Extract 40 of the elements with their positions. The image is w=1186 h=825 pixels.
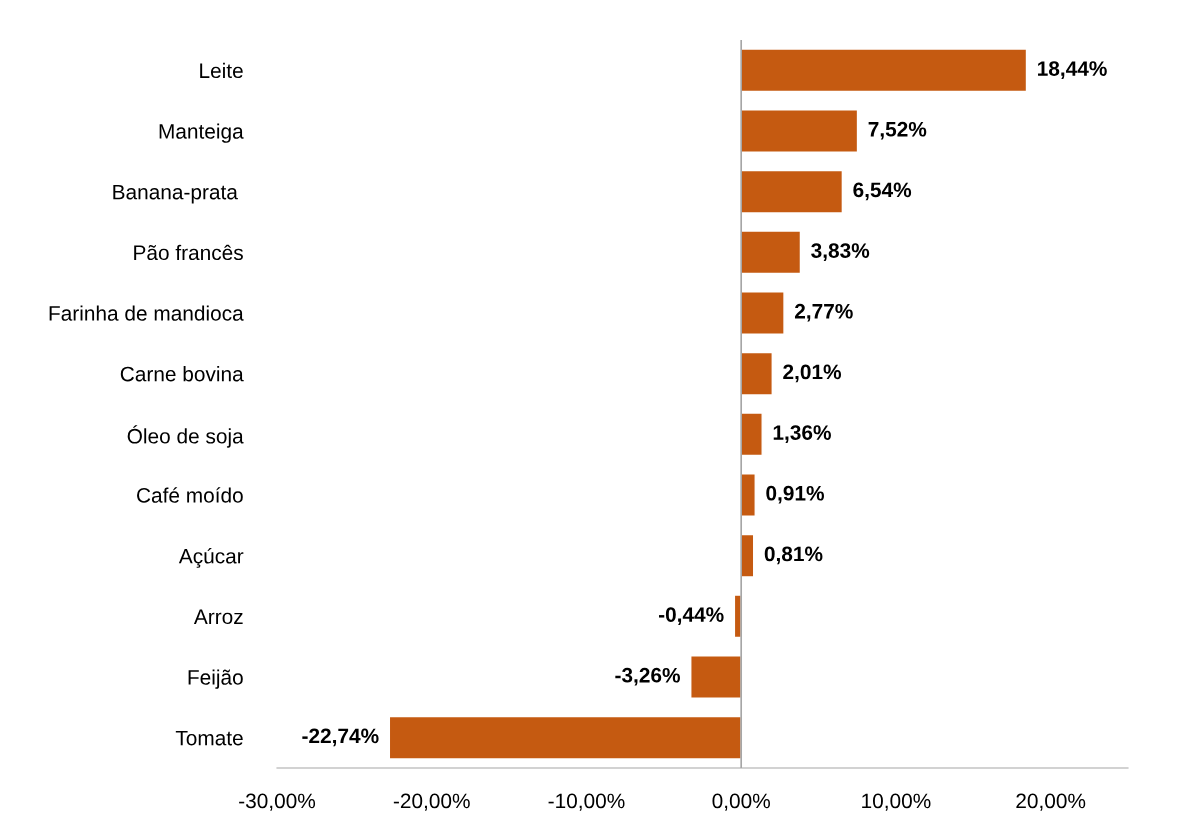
y-tick-label: Café moído: [137, 487, 243, 503]
y-tick-label: Tomate: [175, 730, 243, 746]
data-label: 18,44%: [1038, 61, 1107, 79]
y-tick-label: Farinha de mandioca: [49, 305, 244, 321]
y-tick-label: Banana-prata: [113, 184, 238, 204]
x-tick-label: -20,00%: [393, 793, 470, 811]
x-tick-label: -10,00%: [548, 793, 625, 811]
data-label: 0,81%: [764, 546, 823, 565]
data-label: 3,83%: [811, 243, 870, 261]
bar: [740, 48, 1028, 93]
y-tick-label: Pão francês: [134, 244, 243, 261]
y-tick-label: Manteiga: [159, 123, 244, 143]
bar: [690, 655, 742, 699]
data-label: -22,74%: [302, 728, 379, 747]
data-label: 0,91%: [766, 485, 824, 504]
y-tick-label: Açúcar: [178, 548, 244, 568]
x-tick-label: -30,00%: [239, 793, 316, 811]
bar: [740, 169, 844, 214]
x-tick-label: 10,00%: [862, 793, 931, 811]
data-label: 2,77%: [794, 303, 853, 322]
bar: [740, 291, 785, 335]
y-tick-label: Feijão: [188, 669, 243, 689]
bar: [740, 412, 763, 457]
x-tick-label: 20,00%: [1016, 793, 1086, 811]
bar: [740, 351, 773, 396]
data-label: 6,54%: [853, 182, 912, 201]
bar: [740, 109, 859, 153]
data-label: -0,44%: [658, 607, 724, 625]
y-tick-label: Arroz: [193, 609, 243, 625]
bar: [740, 473, 756, 517]
y-tick-label: Leite: [200, 62, 243, 79]
data-label: 7,52%: [868, 121, 927, 140]
bar: [388, 715, 742, 760]
y-tick-label: Carne bovina: [120, 366, 244, 382]
data-label: 2,01%: [783, 364, 842, 383]
x-tick-label: 0,00%: [712, 793, 770, 811]
bar: [740, 230, 802, 275]
data-label: -3,26%: [615, 667, 680, 686]
y-tick-label: Óleo de soja: [127, 425, 244, 448]
data-label: 1,36%: [773, 425, 831, 443]
